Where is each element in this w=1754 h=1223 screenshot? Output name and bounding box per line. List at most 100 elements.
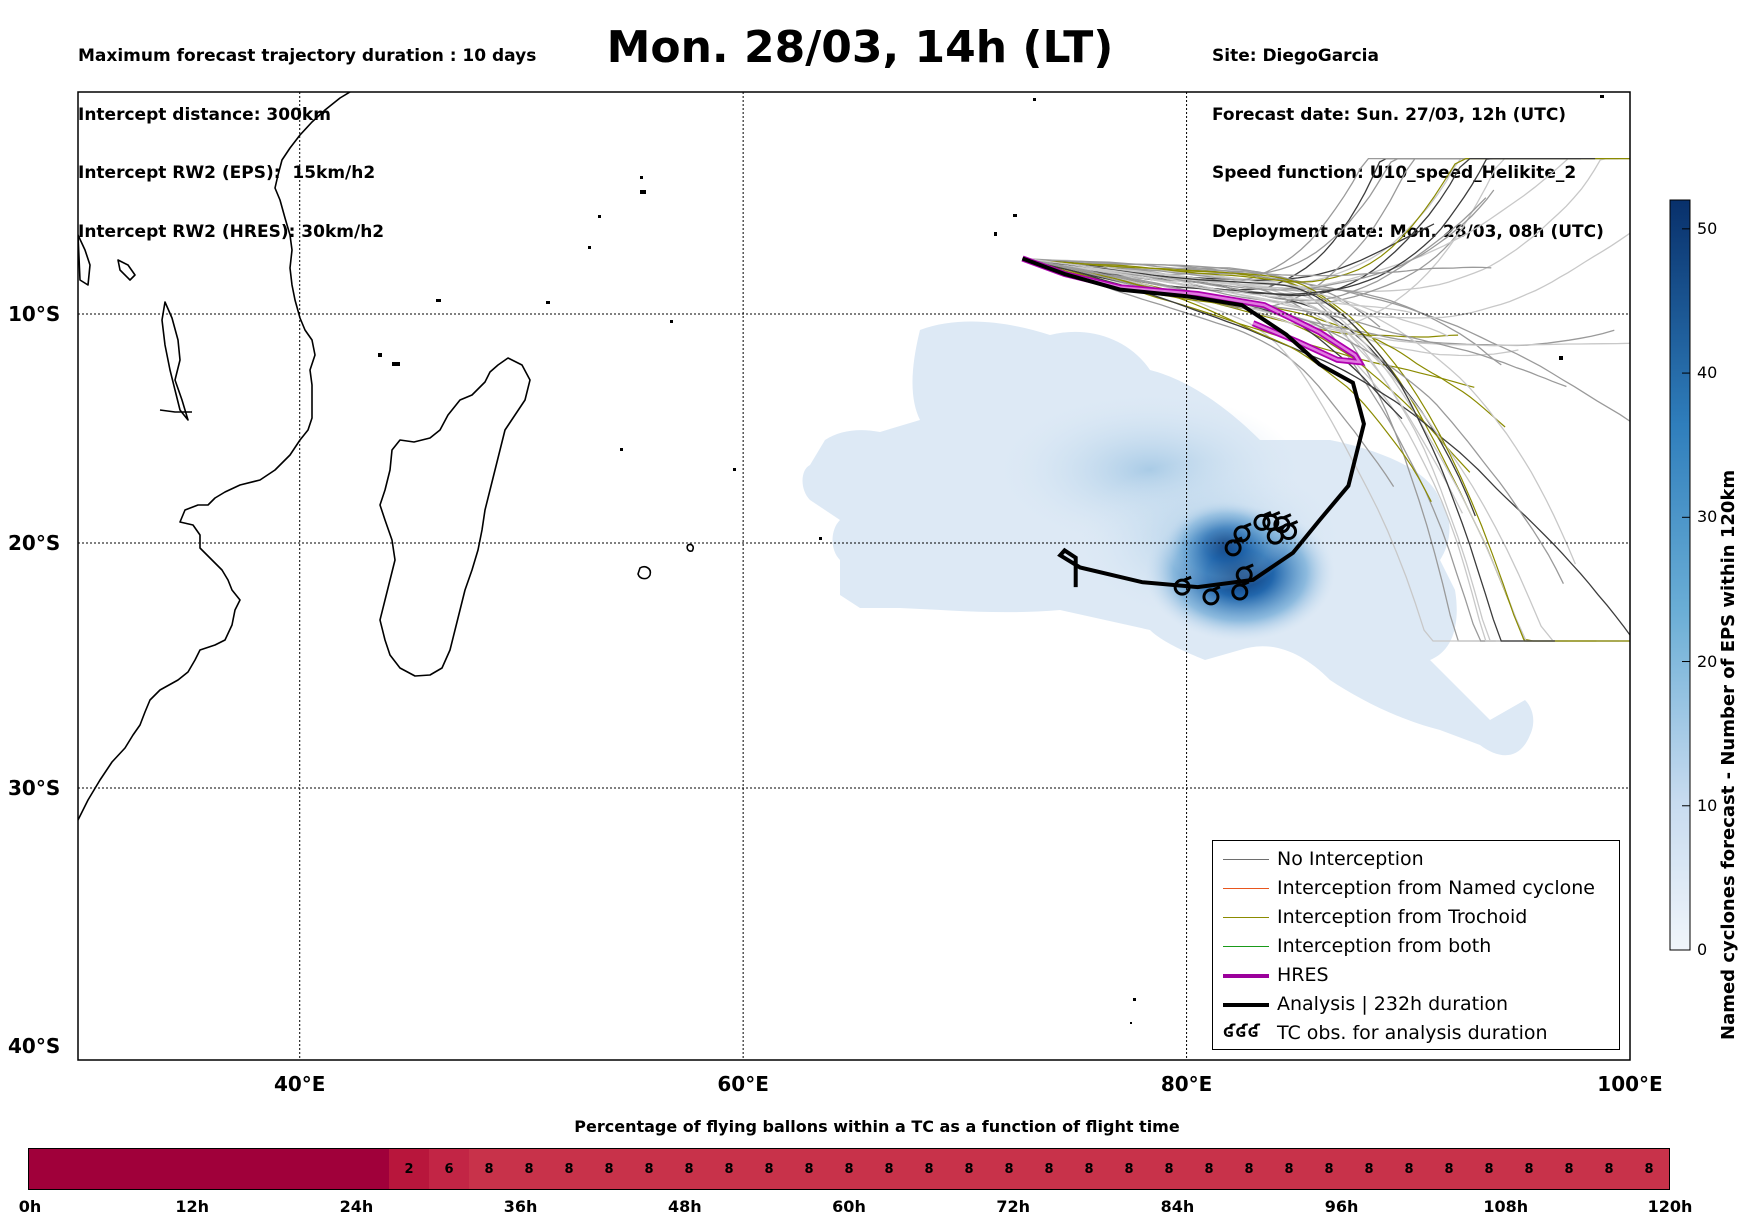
flight-time-cell	[309, 1149, 349, 1189]
colorbar-ticks	[1682, 228, 1690, 951]
longitude-label: 100°E	[1597, 1072, 1663, 1096]
header-left: Maximum forecast trajectory duration : 1…	[78, 8, 536, 262]
map-frame	[77, 91, 1631, 1061]
tc-obs-tail	[1183, 575, 1192, 582]
tc-obs-tail	[1263, 511, 1272, 517]
flight-time-cell: 8	[1269, 1149, 1309, 1189]
tc-obs-marker	[1235, 566, 1253, 584]
flight-time-cell	[69, 1149, 109, 1189]
tc-obs-tail	[1283, 513, 1292, 520]
tc-obs-marker	[1231, 583, 1249, 601]
tc-obs-tail	[1289, 520, 1299, 526]
flight-time-tick: 0h	[18, 1197, 42, 1216]
tc-obs-marker	[1173, 578, 1191, 596]
header-right-line: Deployment date: Mon. 28/03, 08h (UTC)	[1212, 221, 1604, 242]
reunion	[686, 543, 695, 552]
legend-item: HRES	[1213, 961, 1619, 990]
island-west-1	[78, 234, 91, 286]
legend-label: Interception from Named cyclone	[1277, 877, 1595, 899]
legend-item: Interception from Trochoid	[1213, 903, 1619, 932]
header-left-line: Intercept distance: 300km	[78, 104, 331, 125]
flight-time-cell: 8	[749, 1149, 789, 1189]
flight-time-cell: 8	[1629, 1149, 1669, 1189]
latitude-label: 30°S	[8, 776, 61, 800]
flight-time-cell: 8	[1549, 1149, 1589, 1189]
flight-time-cell: 8	[629, 1149, 669, 1189]
legend-swatch	[1223, 888, 1269, 890]
tc-obs-legend-icon: ʛʛʛ	[1223, 1021, 1260, 1042]
flight-time-tick: 60h	[832, 1197, 866, 1216]
tc-obs-tail	[1212, 585, 1221, 592]
ensemble-track	[1022, 257, 1492, 277]
flight-time-cell	[149, 1149, 189, 1189]
coastlines	[78, 92, 695, 821]
header-right: Site: DiegoGarcia Forecast date: Sun. 27…	[1212, 8, 1604, 262]
flight-time-cell: 8	[949, 1149, 989, 1189]
flight-time-cell: 8	[1229, 1149, 1269, 1189]
mauritius	[637, 566, 652, 580]
map-legend: No Interception Interception from Named c…	[1212, 840, 1620, 1050]
legend-label: Interception from both	[1277, 935, 1492, 957]
header-right-line: Site: DiegoGarcia	[1212, 46, 1379, 66]
header-left-line: Maximum forecast trajectory duration : 1…	[78, 46, 537, 66]
flight-time-cell: 8	[829, 1149, 869, 1189]
longitude-label: 40°E	[273, 1072, 326, 1096]
colorbar-tick-label: 10	[1697, 795, 1718, 815]
page-title: Mon. 28/03, 14h (LT)	[606, 22, 1114, 73]
flight-time-cell: 8	[989, 1149, 1029, 1189]
flight-time-tick: 36h	[503, 1197, 538, 1216]
legend-item: No Interception	[1213, 845, 1619, 874]
tc-obs-tail	[1243, 522, 1252, 529]
legend-item: ʛʛʛ TC obs. for analysis duration	[1213, 1019, 1619, 1048]
flight-time-cell: 8	[1069, 1149, 1109, 1189]
colorbar-tick-label: 30	[1697, 507, 1718, 527]
flight-time-tick: 72h	[996, 1197, 1031, 1216]
ensemble-track	[1022, 257, 1555, 642]
legend-swatch	[1223, 859, 1269, 861]
legend-swatch	[1223, 946, 1269, 948]
colorbar-gradient	[1669, 199, 1691, 951]
legend-label: Interception from Trochoid	[1277, 906, 1528, 928]
header-left-line: Intercept RW2 (EPS): 15km/h2	[78, 163, 376, 183]
flight-time-cell: 8	[589, 1149, 629, 1189]
flight-time-cell: 8	[669, 1149, 709, 1189]
analysis-track	[1021, 256, 1366, 590]
legend-swatch	[1223, 974, 1269, 978]
latitude-label: 40°S	[8, 1034, 61, 1058]
flight-time-cell: 8	[1389, 1149, 1429, 1189]
colorbar-tick-label: 50	[1697, 218, 1718, 238]
header-left-line: Intercept RW2 (HRES): 30km/h2	[78, 221, 385, 242]
flight-time-cell: 8	[1429, 1149, 1469, 1189]
flight-time-cell	[109, 1149, 149, 1189]
tc-obs-tail	[1276, 524, 1285, 531]
legend-item: Analysis | 232h duration	[1213, 990, 1619, 1019]
flight-time-cell	[29, 1149, 69, 1189]
flight-time-cell: 8	[549, 1149, 589, 1189]
legend-swatch	[1223, 917, 1269, 919]
legend-item: Interception from both	[1213, 932, 1619, 961]
tc-obs-marker	[1224, 539, 1242, 557]
ensemble-track	[1022, 232, 1630, 319]
flight-time-tick: 48h	[667, 1197, 702, 1216]
flight-time-cell: 8	[1589, 1149, 1629, 1189]
colorbar-tick-label: 20	[1697, 651, 1718, 671]
flight-time-cell	[269, 1149, 309, 1189]
ensemble-track	[1022, 257, 1630, 642]
flight-time-cell: 8	[1349, 1149, 1389, 1189]
header-right-line: Forecast date: Sun. 27/03, 12h (UTC)	[1212, 104, 1567, 125]
flight-time-tick: 12h	[175, 1197, 210, 1216]
legend-label: HRES	[1277, 964, 1329, 986]
flight-time-cell	[349, 1149, 389, 1189]
flight-time-cell	[189, 1149, 229, 1189]
tc-obs-tail	[1272, 511, 1281, 517]
flight-time-cell: 6	[429, 1149, 469, 1189]
ensemble-track	[1022, 257, 1510, 642]
tc-obs-marker	[1202, 588, 1220, 606]
flight-time-tick: 96h	[1324, 1197, 1359, 1216]
legend-item: Interception from Named cyclone	[1213, 874, 1619, 903]
flight-time-tick: 24h	[339, 1197, 374, 1216]
header-right-line: Speed function: U10_speed_Helikite_2	[1212, 163, 1577, 183]
island-strip	[159, 409, 192, 413]
